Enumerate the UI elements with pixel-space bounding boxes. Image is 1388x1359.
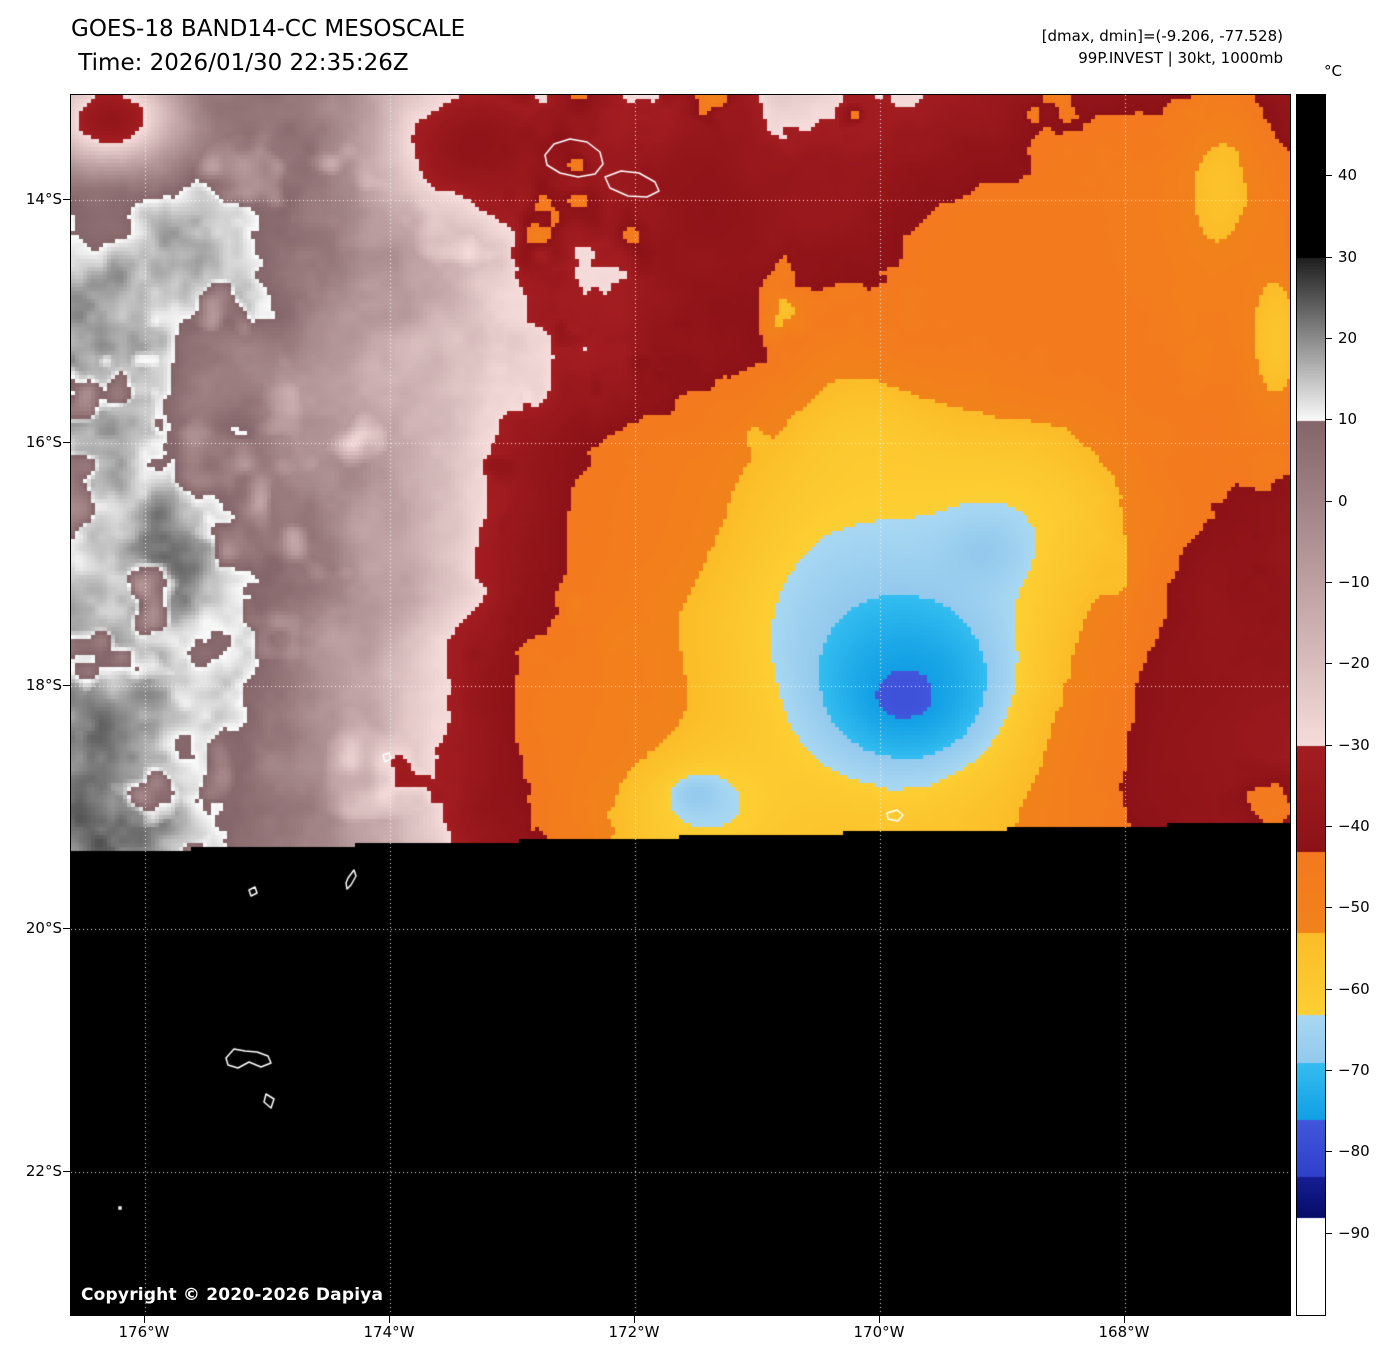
lon-tick-mark — [389, 1316, 390, 1323]
lat-tick-label: 18°S — [25, 676, 62, 694]
lat-tick-label: 20°S — [25, 919, 62, 937]
colorbar-tick-label: −40 — [1338, 817, 1370, 835]
colorbar-tick-label: −50 — [1338, 898, 1370, 916]
lon-tick-mark — [879, 1316, 880, 1323]
lon-tick-label: 176°W — [118, 1323, 170, 1341]
lon-tick-label: 168°W — [1098, 1323, 1150, 1341]
lat-tick-label: 22°S — [25, 1162, 62, 1180]
colorbar-tick-label: −30 — [1338, 736, 1370, 754]
colorbar-tick-label: −90 — [1338, 1224, 1370, 1242]
colorbar-tick-label: 30 — [1338, 248, 1358, 266]
colorbar-tick-mark — [1326, 338, 1332, 339]
colorbar-tick-mark — [1326, 907, 1332, 908]
lon-tick-label: 172°W — [608, 1323, 660, 1341]
lon-tick-mark — [634, 1316, 635, 1323]
colorbar-tick-mark — [1326, 257, 1332, 258]
colorbar-unit-label: °C — [1324, 62, 1342, 80]
colorbar — [1296, 94, 1326, 1316]
colorbar-tick-mark — [1326, 1151, 1332, 1152]
plot-title: GOES-18 BAND14-CC MESOSCALE — [71, 16, 466, 42]
colorbar-tick-label: −80 — [1338, 1142, 1370, 1160]
colorbar-tick-label: −10 — [1338, 573, 1370, 591]
colorbar-tick-mark — [1326, 663, 1332, 664]
colorbar-tick-mark — [1326, 989, 1332, 990]
colorbar-tick-mark — [1326, 175, 1332, 176]
plot-time-subtitle: Time: 2026/01/30 22:35:26Z — [71, 50, 409, 76]
colorbar-tick-mark — [1326, 1070, 1332, 1071]
colorbar-tick-mark — [1326, 501, 1332, 502]
colorbar-tick-label: 20 — [1338, 329, 1358, 347]
lon-tick-label: 174°W — [363, 1323, 415, 1341]
lon-tick-label: 170°W — [853, 1323, 905, 1341]
lat-tick-mark — [63, 685, 70, 686]
lat-tick-mark — [63, 442, 70, 443]
colorbar-tick-label: −70 — [1338, 1061, 1370, 1079]
colorbar-tick-mark — [1326, 419, 1332, 420]
colorbar-tick-mark — [1326, 1233, 1332, 1234]
colorbar-canvas — [1297, 95, 1325, 1315]
lat-tick-mark — [63, 1171, 70, 1172]
dmax-dmin-readout: [dmax, dmin]=(-9.206, -77.528) — [1041, 27, 1283, 45]
lon-tick-mark — [144, 1316, 145, 1323]
lat-tick-mark — [63, 199, 70, 200]
colorbar-tick-mark — [1326, 745, 1332, 746]
colorbar-tick-mark — [1326, 582, 1332, 583]
satellite-imagery-canvas — [71, 95, 1290, 1315]
colorbar-tick-label: 0 — [1338, 492, 1348, 510]
colorbar-tick-label: 40 — [1338, 166, 1358, 184]
colorbar-tick-label: −20 — [1338, 654, 1370, 672]
lat-tick-label: 16°S — [25, 433, 62, 451]
colorbar-tick-mark — [1326, 826, 1332, 827]
storm-info-readout: 99P.INVEST | 30kt, 1000mb — [1078, 49, 1283, 67]
copyright-watermark: Copyright © 2020-2026 Dapiya — [81, 1285, 384, 1305]
colorbar-tick-label: −60 — [1338, 980, 1370, 998]
lat-tick-mark — [63, 928, 70, 929]
lat-tick-label: 14°S — [25, 190, 62, 208]
colorbar-tick-label: 10 — [1338, 410, 1358, 428]
map-plot-area: Copyright © 2020-2026 Dapiya — [70, 94, 1291, 1316]
lon-tick-mark — [1124, 1316, 1125, 1323]
